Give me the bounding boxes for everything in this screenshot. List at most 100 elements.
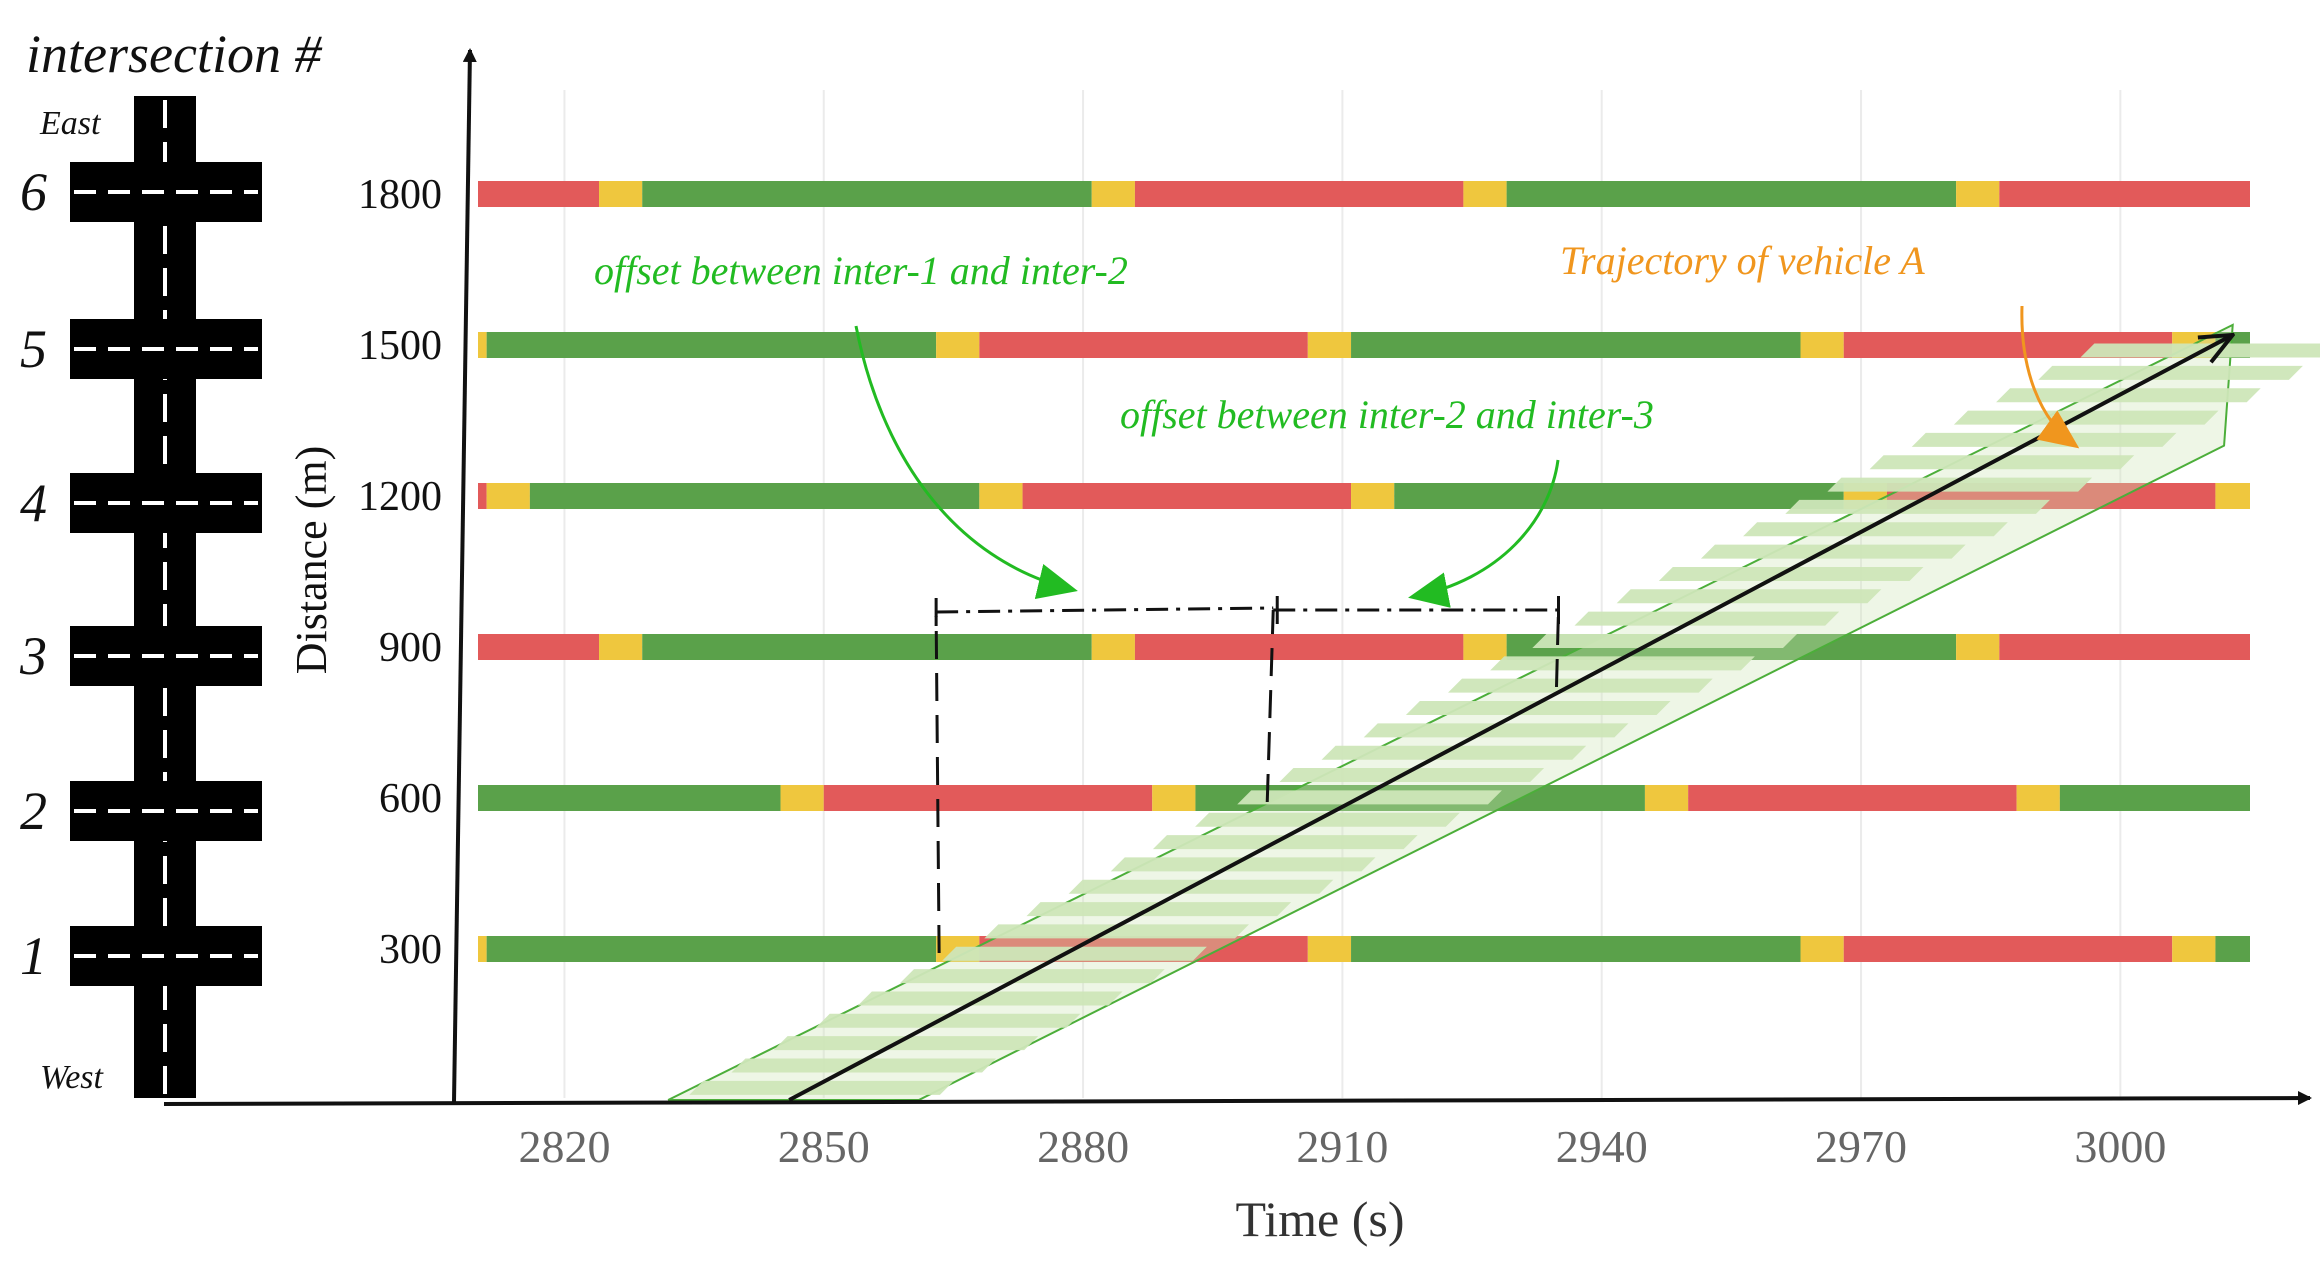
signal-phase-yellow [486, 483, 530, 509]
offset-1-2-pointer [854, 325, 1078, 600]
signal-phase-red [478, 483, 487, 509]
signal-phase-red [1999, 634, 2250, 660]
signal-phase-green [529, 483, 980, 509]
x-tick-label: 2880 [1037, 1121, 1129, 1172]
band-hatch [1953, 410, 2219, 425]
intersection-number: 1 [20, 926, 47, 986]
signal-phase-yellow [599, 634, 643, 660]
signal-phase-yellow [478, 332, 487, 358]
signal-phase-green [1351, 332, 1801, 358]
west-label: West [40, 1059, 105, 1096]
band-hatch [1869, 455, 2135, 470]
intersection-number: 3 [19, 626, 47, 686]
x-tick-labels: 2820 2850 2880 2910 2940 2970 3000 [518, 1121, 2166, 1172]
signal-phase-yellow [1800, 332, 1844, 358]
signal-phase-yellow [979, 483, 1023, 509]
y-tick-label: 1200 [358, 474, 442, 520]
signal-phase-yellow [1956, 634, 2000, 660]
band-hatch [689, 1080, 954, 1095]
signal-phase-yellow [1956, 181, 2000, 207]
signal-phase-yellow [1644, 785, 1689, 811]
signal-row-1 [478, 936, 2250, 962]
intersection-number: 6 [20, 162, 47, 222]
signal-row-5 [478, 332, 2250, 358]
trajectory-annotation: Trajectory of vehicle A [1560, 238, 1925, 283]
signal-phase-yellow [1800, 936, 1844, 962]
band-hatch [1743, 522, 2008, 537]
trajectory-arrow [788, 335, 2233, 1102]
signal-phase-yellow [2172, 936, 2216, 962]
cross-road-1 [70, 926, 262, 986]
signal-phase-green [486, 332, 937, 358]
band-hatch [1574, 611, 1840, 626]
signal-phase-yellow [1307, 332, 1352, 358]
intersection-number: 5 [20, 319, 47, 379]
cross-road-6 [70, 162, 262, 222]
band-hatch [1237, 790, 1502, 805]
signal-phase-green [642, 634, 1092, 660]
signal-row-6 [478, 181, 2250, 207]
signal-phase-green [2215, 936, 2250, 962]
x-tick-label: 2820 [518, 1121, 610, 1172]
signal-phase-green [1506, 181, 1957, 207]
y-axis-label: Distance (m) [287, 446, 336, 674]
x-tick-label: 2970 [1815, 1121, 1907, 1172]
signal-phase-green [1351, 936, 1801, 962]
band-hatch [1616, 589, 1882, 604]
band-hatch [1068, 879, 1334, 894]
signal-phase-yellow [780, 785, 824, 811]
band-hatch [773, 1036, 1039, 1051]
x-tick-label: 2940 [1556, 1121, 1648, 1172]
y-axis [452, 48, 477, 1103]
y-tick-label: 1500 [358, 323, 442, 369]
signal-phase-red [478, 634, 600, 660]
band-hatch [1195, 812, 1460, 827]
signal-phase-red [823, 785, 1153, 811]
band-hatch [1996, 388, 2261, 403]
band-hatch [857, 991, 1123, 1006]
offset-2-3-pointer [1408, 459, 1560, 608]
signal-phase-red [1022, 483, 1352, 509]
band-hatch [1152, 835, 1418, 850]
band-hatch [1658, 566, 1924, 581]
band-hatch [900, 969, 1165, 984]
band-hatch [1026, 902, 1292, 917]
cross-road-5 [70, 319, 262, 379]
band-hatch [731, 1058, 997, 1073]
band-hatch [1448, 678, 1713, 693]
band-hatch [1827, 477, 2093, 492]
signal-phase-yellow [478, 936, 487, 962]
x-tick-label: 2910 [1296, 1121, 1388, 1172]
y-tick-labels: 300 600 900 1200 1500 1800 [358, 172, 442, 973]
signal-phase-green [642, 181, 1092, 207]
offset-vertical-2 [1265, 609, 1275, 803]
band-hatch [984, 924, 1250, 939]
band-hatch [1363, 723, 1629, 738]
band-hatch [942, 946, 1207, 961]
signal-phase-yellow [1463, 181, 1507, 207]
signal-phase-red [1134, 634, 1464, 660]
x-axis [163, 1091, 2312, 1106]
road-schematic: East West 1 2 3 4 5 6 [19, 96, 262, 1098]
band-hatch [1405, 701, 1671, 716]
y-tick-label: 1800 [358, 172, 442, 218]
y-tick-label: 300 [379, 927, 442, 973]
signal-phase-green [1394, 483, 1844, 509]
signal-phase-yellow [1307, 936, 1352, 962]
signal-phase-green [478, 785, 781, 811]
signal-row-2 [478, 785, 2250, 811]
signal-phase-red [1999, 181, 2250, 207]
signal-phase-red [1134, 181, 1464, 207]
signal-phase-yellow [1091, 181, 1135, 207]
signal-row-3 [478, 634, 2250, 660]
cross-road-3 [70, 626, 262, 686]
band-hatch [1700, 544, 1966, 559]
intersection-number: 4 [20, 473, 47, 533]
signal-phase-red [478, 181, 600, 207]
signal-phase-yellow [2016, 785, 2060, 811]
trajectory-pointer [2020, 305, 2080, 449]
offset-vertical-1 [934, 615, 941, 954]
signal-bars [478, 181, 2250, 962]
y-tick-label: 600 [379, 776, 442, 822]
